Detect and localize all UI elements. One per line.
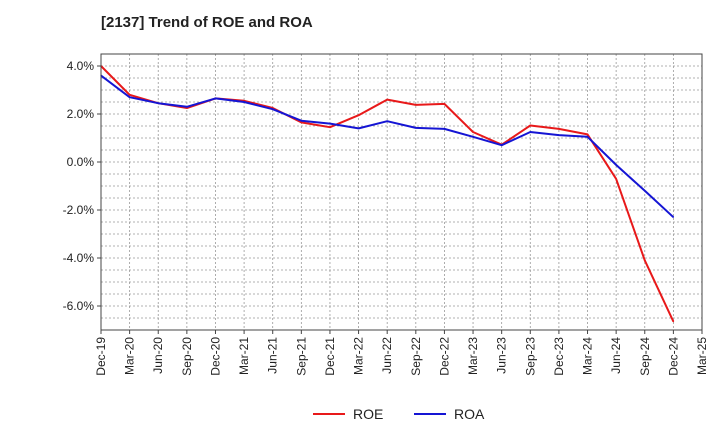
roa-data-point (386, 120, 388, 122)
roe-data-point (357, 114, 360, 116)
roe-data-point (529, 124, 531, 127)
roa-data-point (157, 102, 159, 104)
x-tick-label: Mar-25 (695, 337, 709, 375)
x-tick-label: Mar-22 (352, 337, 366, 375)
x-tick-label: Dec-21 (323, 337, 337, 376)
x-tick-label: Dec-20 (208, 337, 222, 376)
roa-data-point (300, 120, 302, 122)
roa-data-point (615, 164, 617, 166)
x-tick-label: Sep-22 (409, 337, 423, 376)
roa-data-point (129, 96, 131, 98)
x-tick-label: Sep-23 (523, 337, 537, 376)
roa-data-point (357, 127, 360, 129)
x-tick-label: Jun-22 (380, 337, 394, 374)
series-lines (100, 65, 675, 323)
roa-data-point (472, 136, 474, 138)
roa-data-point (644, 190, 646, 192)
x-tick-label: Jun-20 (151, 337, 165, 374)
roa-data-point (529, 131, 531, 133)
y-tick-label: 4.0% (67, 59, 95, 73)
roa-data-point (272, 108, 274, 110)
roa-data-point (243, 101, 245, 103)
x-tick-label: Sep-21 (294, 337, 308, 376)
roe-legend-label: ROE (353, 406, 383, 422)
x-tick-label: Mar-20 (123, 337, 137, 375)
y-tick-label: -6.0% (63, 299, 95, 313)
y-tick-label: -4.0% (63, 251, 95, 265)
chart-title: [2137] Trend of ROE and ROA (101, 14, 313, 31)
roa-data-point (214, 97, 217, 99)
roe-data-point (300, 121, 302, 123)
y-axis-ticks: 4.0% 2.0% 0.0% -2.0% -4.0% -6.0% (63, 59, 101, 313)
x-tick-label: Sep-20 (180, 337, 194, 376)
plot-border (100, 53, 703, 331)
roe-data-point (386, 99, 388, 101)
roa-data-point (501, 144, 503, 146)
roe-data-point (558, 128, 560, 130)
x-tick-label: Mar-21 (237, 337, 251, 375)
roe-data-point (472, 131, 474, 133)
x-tick-label: Jun-23 (495, 337, 509, 374)
x-tick-label: Jun-21 (266, 337, 280, 374)
roe-data-point (329, 126, 331, 128)
y-tick-label: 2.0% (67, 107, 95, 121)
roa-data-point (443, 128, 446, 130)
roa-data-point (415, 127, 417, 129)
roa-data-point (558, 134, 560, 136)
y-tick-label: -2.0% (63, 203, 95, 217)
roe-data-point (129, 94, 131, 96)
roe-data-point (644, 259, 646, 261)
x-tick-label: Sep-24 (638, 337, 652, 376)
roa-data-point (672, 216, 674, 218)
x-tick-label: Jun-24 (609, 337, 623, 374)
roe-data-point (615, 178, 617, 180)
roa-data-point (586, 136, 589, 138)
roe-data-point (586, 133, 589, 135)
x-tick-label: Dec-22 (437, 337, 451, 376)
roa-data-point (186, 106, 188, 108)
roe-data-point (415, 104, 417, 106)
roe-data-point (443, 103, 446, 105)
x-tick-label: Dec-24 (666, 337, 680, 376)
grid-lines (101, 54, 702, 330)
x-tick-label: Dec-19 (94, 337, 108, 376)
x-tick-label: Mar-23 (466, 337, 480, 375)
roe-data-point (672, 321, 674, 323)
roa-legend-label: ROA (454, 406, 485, 422)
legend: ROE ROA (313, 406, 485, 422)
x-tick-label: Dec-23 (552, 337, 566, 376)
x-axis-ticks: Dec-19 Mar-20 Jun-20 Sep-20 Dec-20 Mar-21 Jun-… (94, 330, 709, 376)
roa-data-point (329, 123, 331, 125)
y-tick-label: 0.0% (67, 155, 95, 169)
x-tick-label: Mar-24 (581, 337, 595, 375)
